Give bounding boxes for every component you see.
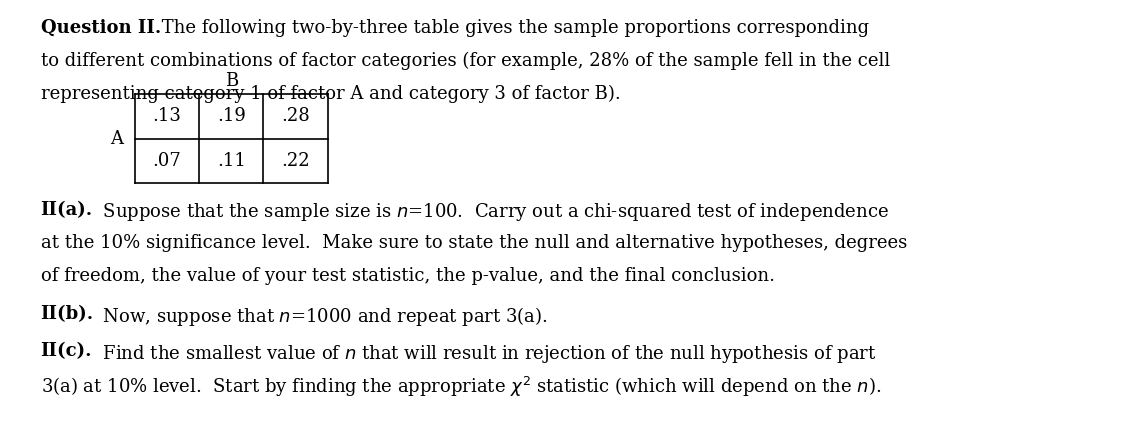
Text: .07: .07 [152, 152, 182, 170]
Text: representing category 1 of factor A and category 3 of factor B).: representing category 1 of factor A and … [41, 85, 620, 103]
Text: Find the smallest value of $n$ that will result in rejection of the null hypothe: Find the smallest value of $n$ that will… [97, 343, 876, 365]
Text: B: B [224, 72, 238, 90]
Text: of freedom, the value of your test statistic, the p-value, and the final conclus: of freedom, the value of your test stati… [41, 267, 775, 285]
Text: II(a).: II(a). [41, 201, 92, 219]
Text: .11: .11 [217, 152, 246, 170]
Text: at the 10% significance level.  Make sure to state the null and alternative hypo: at the 10% significance level. Make sure… [41, 234, 907, 252]
Text: A: A [109, 130, 123, 148]
Text: to different combinations of factor categories (for example, 28% of the sample f: to different combinations of factor cate… [41, 52, 890, 70]
Text: Suppose that the sample size is $n$=100.  Carry out a chi-squared test of indepe: Suppose that the sample size is $n$=100.… [97, 201, 889, 224]
Text: Now, suppose that $n$=1000 and repeat part 3(a).: Now, suppose that $n$=1000 and repeat pa… [97, 305, 548, 328]
Text: .19: .19 [217, 107, 246, 125]
Text: II(c).: II(c). [41, 343, 92, 360]
Text: .22: .22 [281, 152, 310, 170]
Text: The following two-by-three table gives the sample proportions corresponding: The following two-by-three table gives t… [156, 19, 869, 37]
Text: II(b).: II(b). [41, 305, 94, 323]
Text: Question II.: Question II. [41, 19, 161, 37]
Text: 3(a) at 10% level.  Start by finding the appropriate $\chi^2$ statistic (which w: 3(a) at 10% level. Start by finding the … [41, 375, 881, 400]
Text: .28: .28 [281, 107, 310, 125]
Text: .13: .13 [152, 107, 182, 125]
